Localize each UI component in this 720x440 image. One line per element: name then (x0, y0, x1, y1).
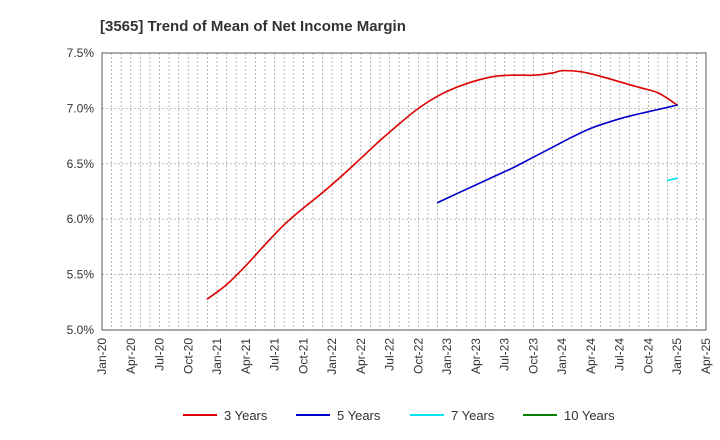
legend-label-2: 7 Years (451, 408, 495, 423)
x-tick-label: Apr-25 (699, 338, 713, 374)
series-line-2 (666, 177, 678, 182)
x-tick-label: Oct-22 (411, 338, 425, 374)
x-tick-label: Oct-20 (181, 338, 195, 374)
y-tick-label: 7.5% (67, 46, 95, 60)
legend-label-1: 5 Years (337, 408, 381, 423)
x-tick-label: Jan-23 (440, 338, 454, 375)
plot-frame (101, 52, 707, 331)
legend-label-0: 3 Years (224, 408, 268, 423)
x-tick-label: Jul-20 (153, 338, 167, 371)
y-tick-label: 6.5% (67, 157, 95, 171)
series-line-0 (206, 69, 678, 300)
x-tick-label: Jul-21 (268, 338, 282, 371)
x-tick-label: Apr-21 (239, 338, 253, 374)
x-tick-label: Apr-22 (354, 338, 368, 374)
y-tick-label: 5.0% (67, 323, 95, 337)
series-layer (206, 69, 678, 300)
x-tick-label: Jan-22 (325, 338, 339, 375)
y-tick-label: 5.5% (67, 268, 95, 282)
x-tick-label: Oct-24 (641, 338, 655, 374)
chart-title: [3565] Trend of Mean of Net Income Margi… (100, 18, 406, 35)
y-tick-label: 7.0% (67, 101, 95, 115)
x-tick-label: Jan-25 (670, 338, 684, 375)
y-axis: 5.0% 5.5% 6.0% 6.5% 7.0% 7.5% (67, 46, 95, 337)
series-line-1 (436, 104, 678, 204)
x-tick-label: Jan-21 (210, 338, 224, 375)
legend: 3 Years 5 Years 7 Years 10 Years (183, 408, 615, 423)
x-tick-label: Jul-22 (383, 338, 397, 371)
x-tick-label: Jan-20 (95, 338, 109, 375)
x-tick-label: Jul-24 (613, 338, 627, 371)
x-tick-label: Apr-20 (124, 338, 138, 374)
x-tick-label: Oct-21 (296, 338, 310, 374)
x-tick-label: Jan-24 (555, 338, 569, 375)
y-tick-label: 6.0% (67, 212, 95, 226)
x-tick-label: Apr-24 (584, 338, 598, 374)
x-tick-label: Apr-23 (469, 338, 483, 374)
x-axis: Jan-20 Apr-20 Jul-20 Oct-20 Jan-21 Apr-21 Jul-… (95, 338, 713, 375)
plot-area (102, 53, 706, 330)
legend-label-3: 10 Years (564, 408, 615, 423)
x-tick-label: Oct-23 (526, 338, 540, 374)
x-tick-label: Jul-23 (498, 338, 512, 371)
